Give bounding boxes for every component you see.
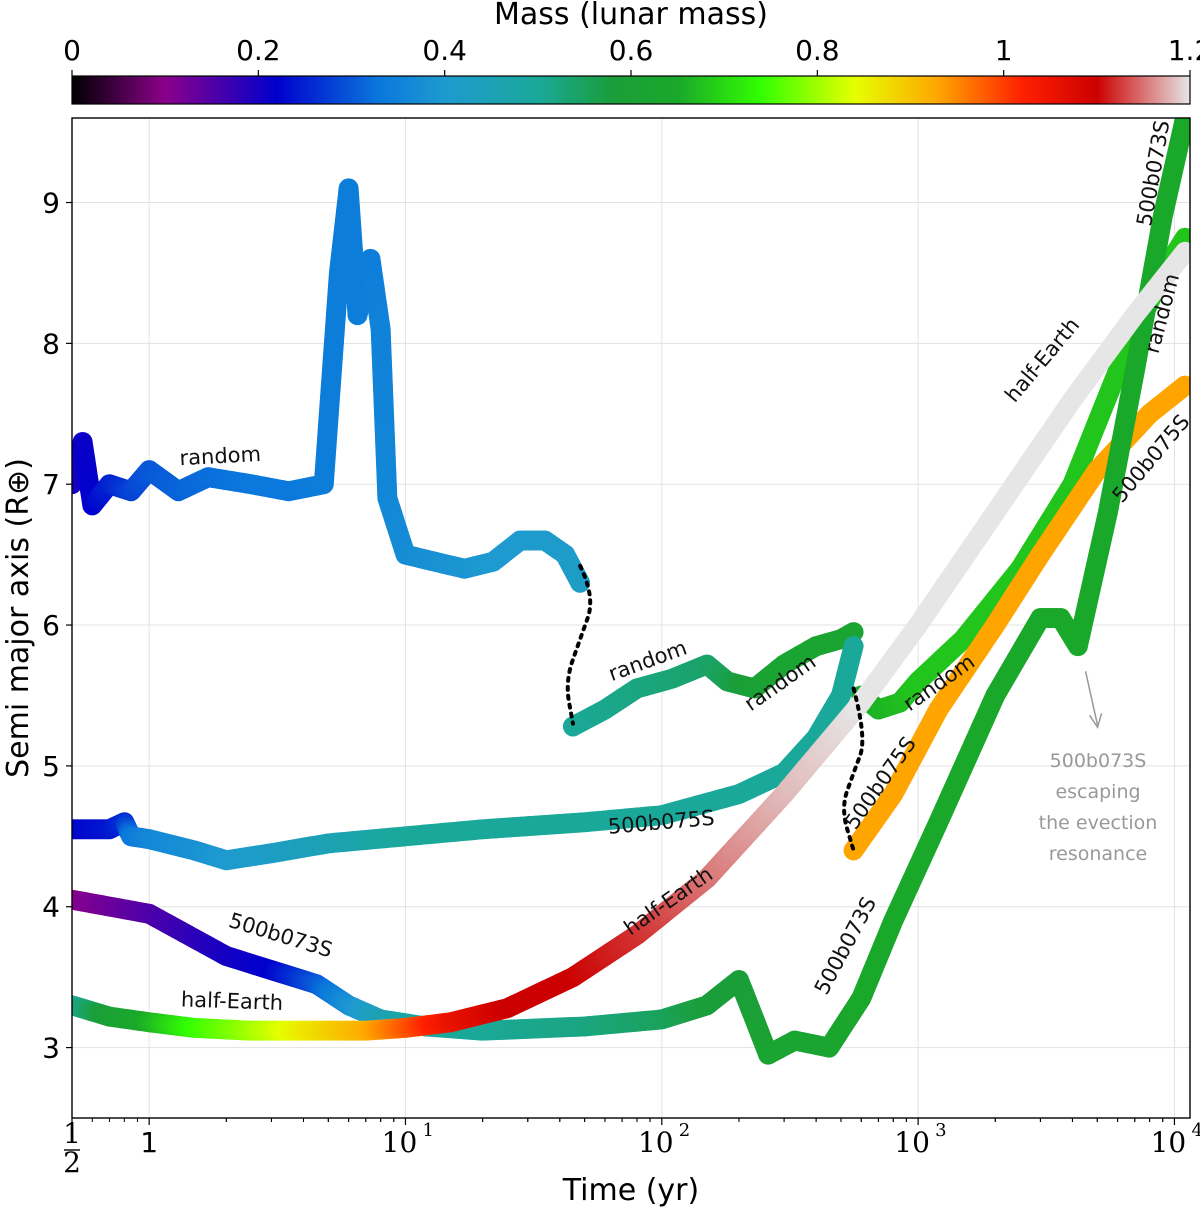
plot-frame (71, 117, 1191, 1119)
annotations: 500b073S escaping the evection resonance (1039, 671, 1158, 865)
annotation-text: the evection (1039, 812, 1158, 834)
colorbar-label: Mass (lunar mass) (494, 0, 768, 32)
y-tick-label: 3 (42, 1032, 60, 1065)
series-500b075S (72, 375, 1190, 871)
curve-label-half-Earth: half-Earth (620, 862, 717, 940)
annotation-text: resonance (1049, 843, 1147, 865)
colorbar-tick-label: 0 (63, 34, 81, 67)
x-tick-label-exponent: 4 (1191, 1120, 1200, 1141)
x-tick-label: 1 (140, 1126, 158, 1159)
x-axis-ticks: 121 10 1 10 2 10 3 10 4 (63, 1117, 1200, 1179)
y-axis-label: Semi major axis (R⊕) (1, 458, 36, 778)
data-curves (72, 118, 1190, 1065)
curve-label-random: random (179, 442, 262, 470)
x-tick-label-exponent: 2 (679, 1120, 690, 1141)
y-tick-label: 4 (42, 891, 60, 924)
y-tick-label: 5 (42, 750, 60, 783)
colorbar: Mass (lunar mass) 0 0.2 0.4 0.6 0.8 1 1.2 (63, 0, 1200, 105)
colorbar-tick-label: 0.2 (236, 34, 281, 67)
colorbar-tick-label: 0.4 (422, 34, 467, 67)
data-point (1175, 241, 1190, 262)
colorbar-tick-label: 1.2 (1168, 34, 1200, 67)
dotted-connectors (565, 563, 865, 853)
annotation-arrow-shaft (1084, 671, 1099, 726)
x-tick-label-denominator: 2 (63, 1146, 81, 1179)
x-tick-label-base: 10 (638, 1126, 674, 1159)
y-tick-label: 7 (42, 468, 60, 501)
dotted-connector (842, 686, 865, 853)
annotation-text: 500b073S (1050, 750, 1147, 772)
dotted-connector (565, 563, 593, 726)
colorbar-gradient (71, 75, 1191, 105)
data-point (843, 636, 864, 657)
colorbar-tick-label: 0.6 (609, 34, 654, 67)
annotation-arrowhead (1088, 713, 1103, 730)
y-tick-label: 8 (42, 327, 60, 360)
annotation-text: escaping (1055, 781, 1140, 803)
colorbar-tick-label: 1 (995, 34, 1013, 67)
x-tick-label-exponent: 1 (422, 1120, 433, 1141)
curve-label-half-Earth: half-Earth (181, 987, 284, 1015)
series-random (72, 178, 1190, 737)
data-point (1175, 375, 1190, 396)
colorbar-tick-label: 0.8 (795, 34, 840, 67)
data-point (843, 622, 864, 643)
series-half-Earth (72, 241, 1190, 1041)
x-tick-label-base: 10 (382, 1126, 418, 1159)
y-tick-label: 6 (42, 609, 60, 642)
x-tick-label-base: 10 (1151, 1126, 1187, 1159)
y-axis-ticks: 3 4 5 6 7 8 9 (42, 187, 72, 1065)
x-tick-label-base: 10 (894, 1126, 930, 1159)
y-tick-label: 9 (42, 187, 60, 220)
series-500b073S (72, 118, 1190, 1065)
x-axis-label: Time (yr) (562, 1173, 699, 1208)
x-tick-label-exponent: 3 (935, 1120, 946, 1141)
x-tick-label-numerator: 1 (63, 1117, 81, 1150)
data-point (1175, 118, 1190, 128)
